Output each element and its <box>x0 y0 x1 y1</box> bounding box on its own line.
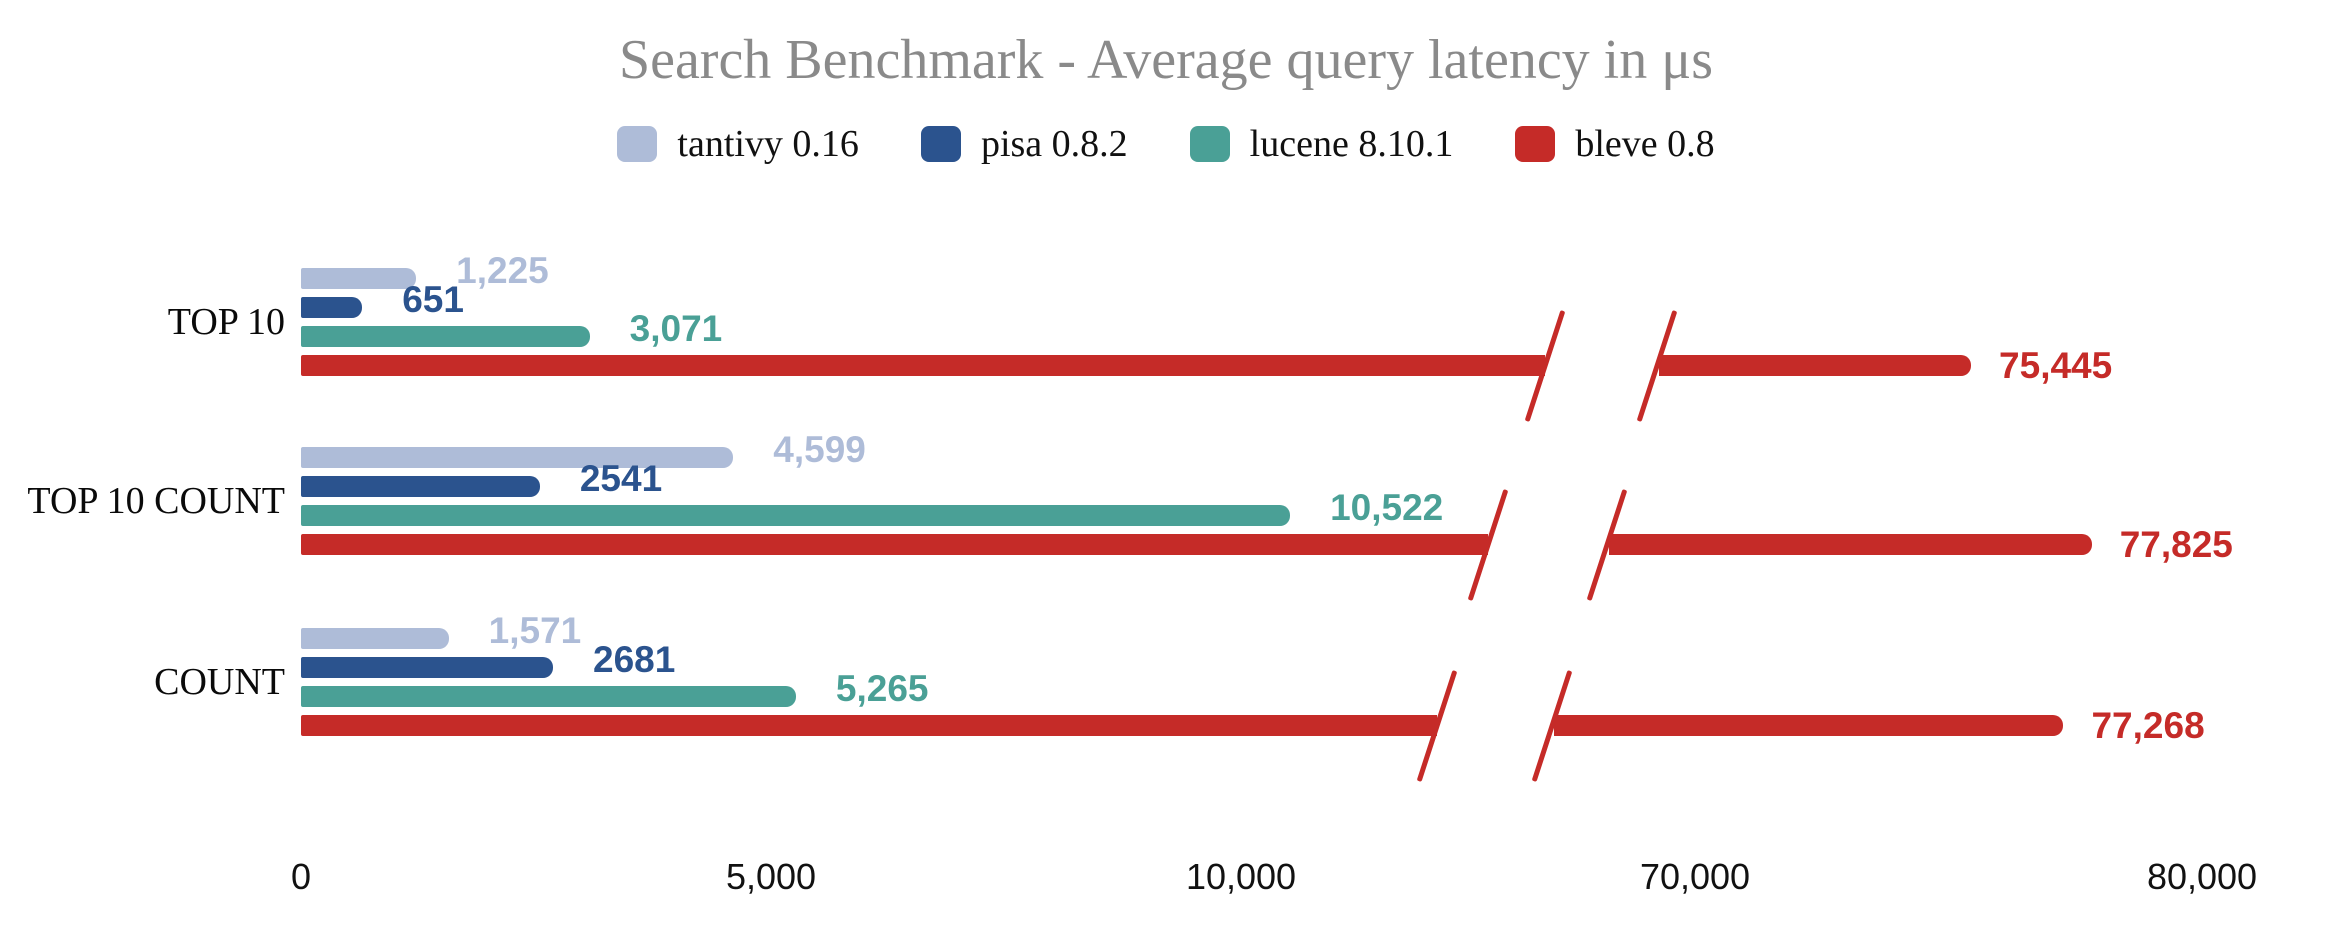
legend-swatch-tantivy <box>617 126 658 162</box>
bar <box>301 447 734 468</box>
bar-value-label: 10,522 <box>1330 486 1444 528</box>
legend-item-bleve: bleve 0.8 <box>1515 122 1715 166</box>
bar-segment <box>1554 715 2064 736</box>
bar-segment <box>301 355 1545 376</box>
bar <box>301 628 449 649</box>
axis-tick-label: 5,000 <box>725 856 817 897</box>
legend-swatch-pisa <box>920 126 961 162</box>
bar-value-label: 77,268 <box>2091 704 2205 746</box>
legend-label: pisa 0.8.2 <box>980 123 1128 165</box>
bar-value-label: 2541 <box>579 457 663 499</box>
bar-value-label: 651 <box>402 278 464 320</box>
axis-tick-label: 10,000 <box>1185 856 1297 897</box>
chart-title: Search Benchmark - Average query latency… <box>618 29 1714 91</box>
bar-segment <box>301 534 1488 555</box>
category-label: COUNT <box>154 661 285 703</box>
bar <box>301 686 796 707</box>
legend-swatch-lucene <box>1189 126 1230 162</box>
legend: tantivy 0.16 pisa 0.8.2 lucene 8.10.1 bleve… <box>0 122 2332 166</box>
legend-item-pisa: pisa 0.8.2 <box>920 122 1128 166</box>
legend-label: lucene 8.10.1 <box>1249 123 1454 165</box>
bar <box>301 268 417 289</box>
axis-tick-label: 80,000 <box>2146 856 2258 897</box>
bar <box>301 326 590 347</box>
bar-value-label: 5,265 <box>835 667 929 709</box>
bar-segment <box>1659 355 1972 376</box>
axis-tick-label: 0 <box>290 856 312 897</box>
bar-value-label: 1,571 <box>488 609 582 651</box>
legend-swatch-bleve <box>1515 126 1556 162</box>
bar-value-label: 75,445 <box>1999 344 2113 386</box>
bar <box>301 657 553 678</box>
bar-value-label: 4,599 <box>773 428 866 470</box>
bar <box>301 476 540 497</box>
bar <box>301 297 363 318</box>
category-label: TOP 10 COUNT <box>27 480 285 522</box>
bar-segment <box>1609 534 2092 555</box>
legend-label: tantivy 0.16 <box>677 123 859 165</box>
bar-value-label: 2681 <box>593 638 676 680</box>
bar-value-label: 3,071 <box>629 307 723 349</box>
category-label: TOP 10 <box>167 301 285 343</box>
bar-value-label: 1,225 <box>456 249 549 291</box>
legend-label: bleve 0.8 <box>1575 123 1715 165</box>
legend-item-lucene: lucene 8.10.1 <box>1189 122 1454 166</box>
bar <box>301 505 1291 526</box>
bar-segment <box>301 715 1437 736</box>
bar-value-label: 77,825 <box>2119 523 2233 565</box>
legend-item-tantivy: tantivy 0.16 <box>617 122 859 166</box>
axis-tick-label: 70,000 <box>1639 856 1751 897</box>
